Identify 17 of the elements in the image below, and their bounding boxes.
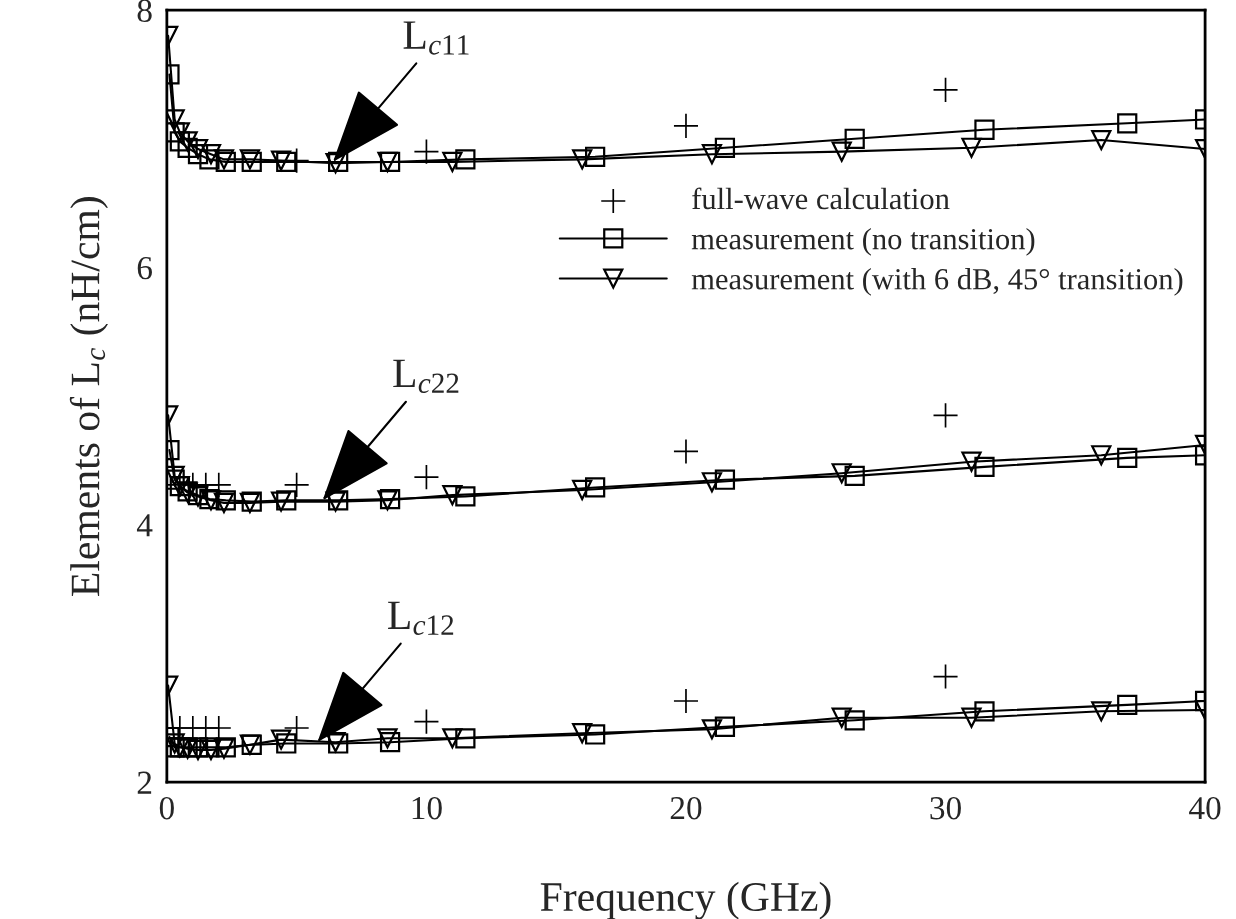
x-tick-label: 10 (412, 796, 442, 820)
legend-label: measurement (no transition) (691, 227, 1035, 256)
y-tick-label: 4 (136, 514, 153, 537)
x-tick-label: 20 (670, 796, 702, 820)
x-tick-label: 30 (930, 796, 961, 820)
annotation: L$_{c11}$ (403, 21, 469, 55)
annotation: L$_{c12}$ (388, 601, 454, 635)
y-tick-label: 2 (137, 771, 152, 794)
x-axis-title: Frequency (GHz) (540, 881, 831, 919)
y-tick-label: 6 (137, 256, 152, 280)
y-tick-label: 8 (137, 0, 152, 22)
x-tick-label: 40 (1189, 796, 1221, 820)
legend-label: full-wave calculation (692, 187, 950, 210)
y-axis-title: Elements of L$_{c}$ (nH/cm) (69, 197, 108, 596)
x-tick-label: 0 (159, 796, 174, 820)
legend-label: measurement (with 6 dB, 45° transition) (691, 268, 1183, 296)
annotation: L$_{c22}$ (393, 359, 459, 394)
